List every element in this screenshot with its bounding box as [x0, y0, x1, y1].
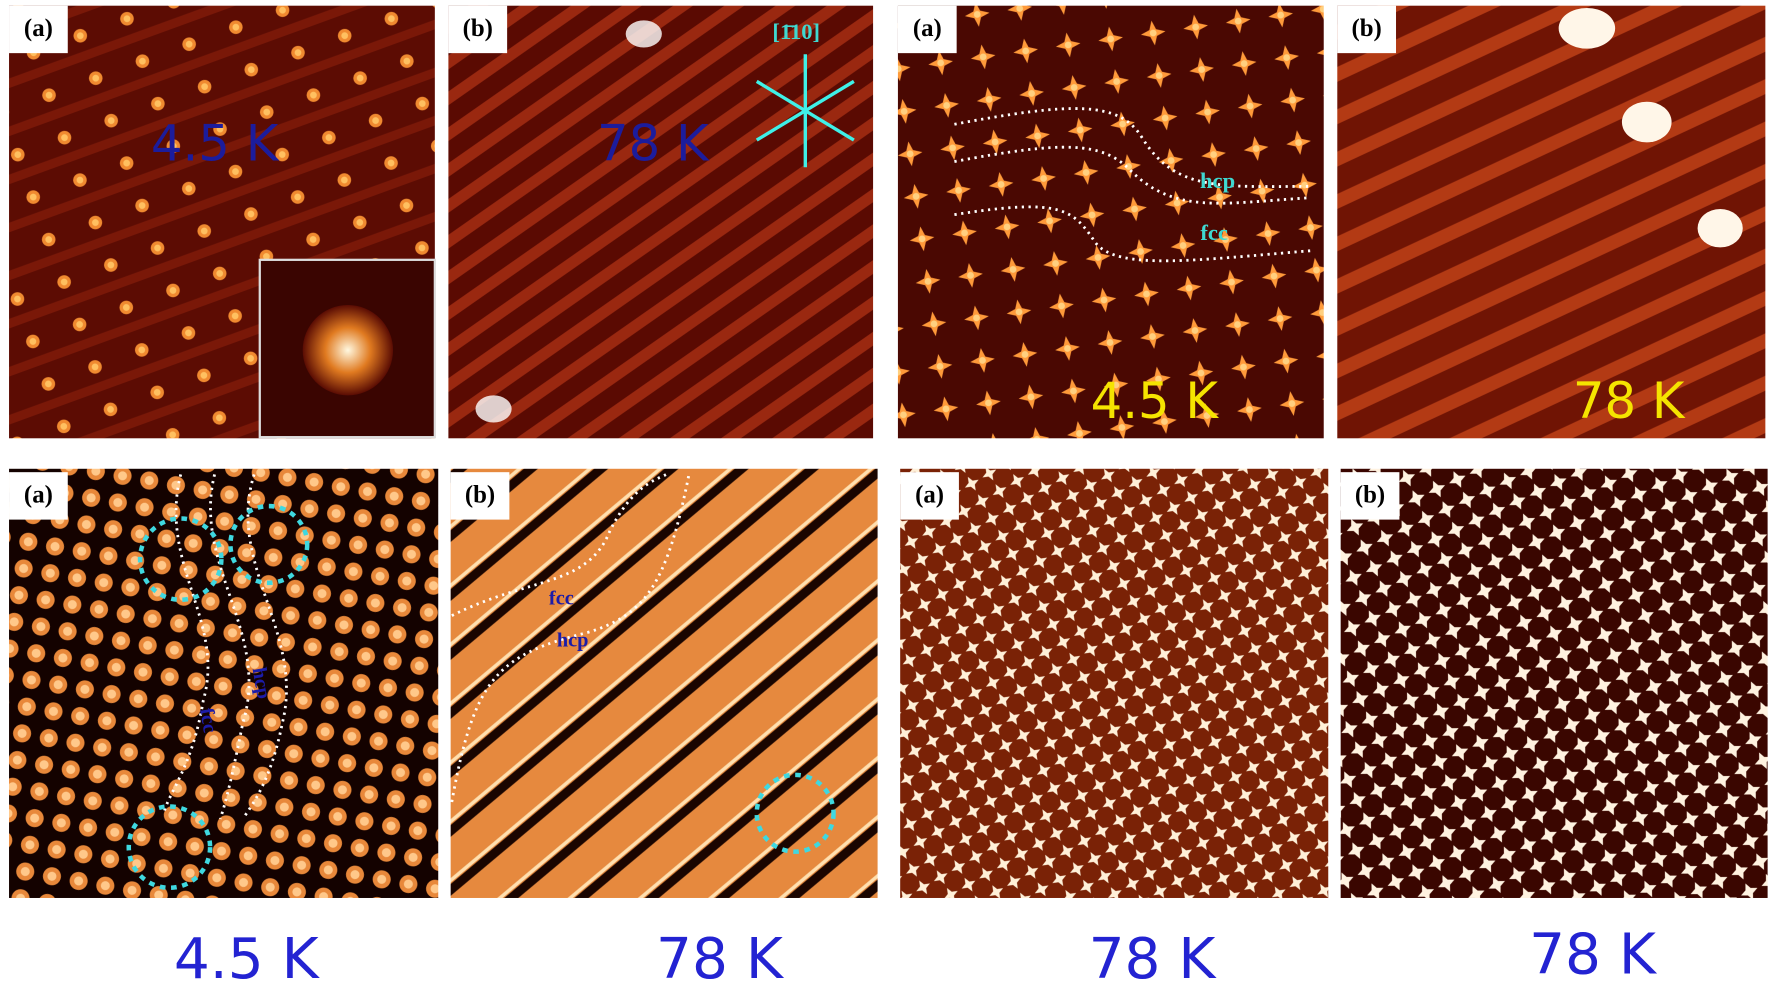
region-label: fcc: [1200, 220, 1228, 245]
stm-image: [9, 469, 438, 898]
caption: 78 K: [656, 927, 785, 985]
panel-label: (a): [24, 482, 53, 509]
panel-label: (b): [1351, 15, 1381, 42]
caption: 78 K: [1089, 927, 1218, 985]
panel-label: (b): [463, 15, 493, 42]
region-label: hcp: [557, 629, 589, 651]
temperature: 78 K: [1573, 372, 1686, 430]
adsorbate: [1622, 102, 1672, 143]
panel-label: (a): [24, 15, 53, 42]
stm-image: [900, 469, 1328, 898]
adsorbate: [1559, 8, 1615, 49]
molecule: [303, 305, 393, 395]
region-label: hcp: [1200, 168, 1235, 193]
adsorbate: [476, 395, 512, 422]
direction-label: [1̄10]: [772, 19, 820, 44]
panel-label: (b): [465, 482, 495, 509]
adsorbate: [626, 20, 662, 47]
stm-image: [1341, 469, 1768, 898]
panel-label: (a): [915, 482, 944, 509]
caption: 78 K: [1529, 922, 1658, 985]
figure: (a) (b) (a) (b) (a) (b) (a) (b) 4.5 K 78…: [0, 0, 1771, 985]
caption: 4.5 K: [174, 927, 321, 985]
panel-label: (b): [1355, 482, 1385, 509]
panel-label: (a): [913, 15, 942, 42]
temperature: 4.5 K: [151, 114, 280, 172]
region-label: fcc: [549, 587, 574, 609]
region-label: fcc: [195, 706, 221, 734]
stm-image: [448, 6, 873, 439]
stm-image: [451, 469, 878, 898]
temperature: 4.5 K: [1091, 372, 1220, 430]
adsorbate: [1698, 209, 1743, 247]
temperature: 78 K: [597, 114, 710, 172]
